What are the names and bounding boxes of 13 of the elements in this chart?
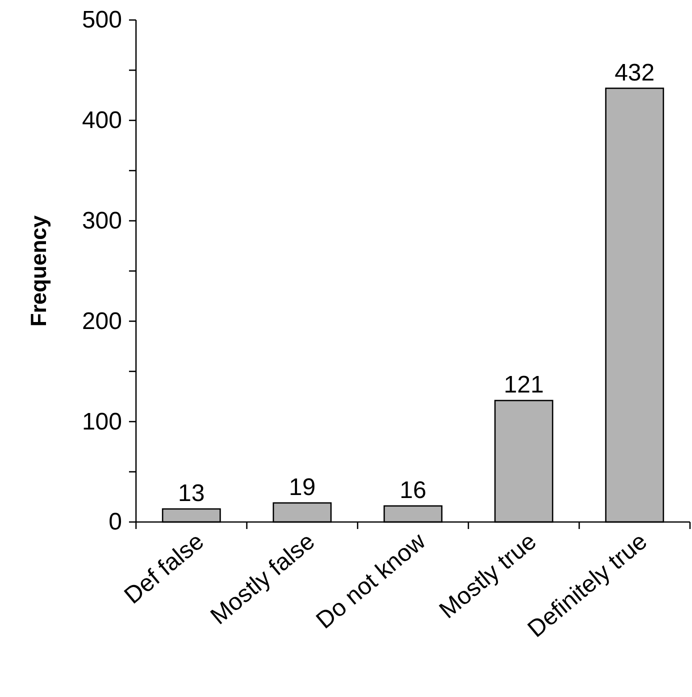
x-tick-label: Def false: [119, 528, 210, 610]
data-label: 121: [504, 372, 544, 399]
y-tick-label: 400: [82, 107, 122, 134]
data-label: 19: [288, 474, 316, 501]
y-tick-label: 100: [82, 408, 122, 436]
data-label: 16: [400, 476, 426, 504]
y-tick-label: 500: [82, 6, 122, 34]
data-label: 432: [614, 59, 655, 86]
y-tick-label: 200: [82, 308, 122, 335]
y-axis-title: Frequency: [26, 214, 51, 327]
y-tick-label: 0: [108, 508, 122, 536]
data-label: 13: [178, 480, 205, 507]
y-tick-label: 300: [82, 207, 122, 234]
